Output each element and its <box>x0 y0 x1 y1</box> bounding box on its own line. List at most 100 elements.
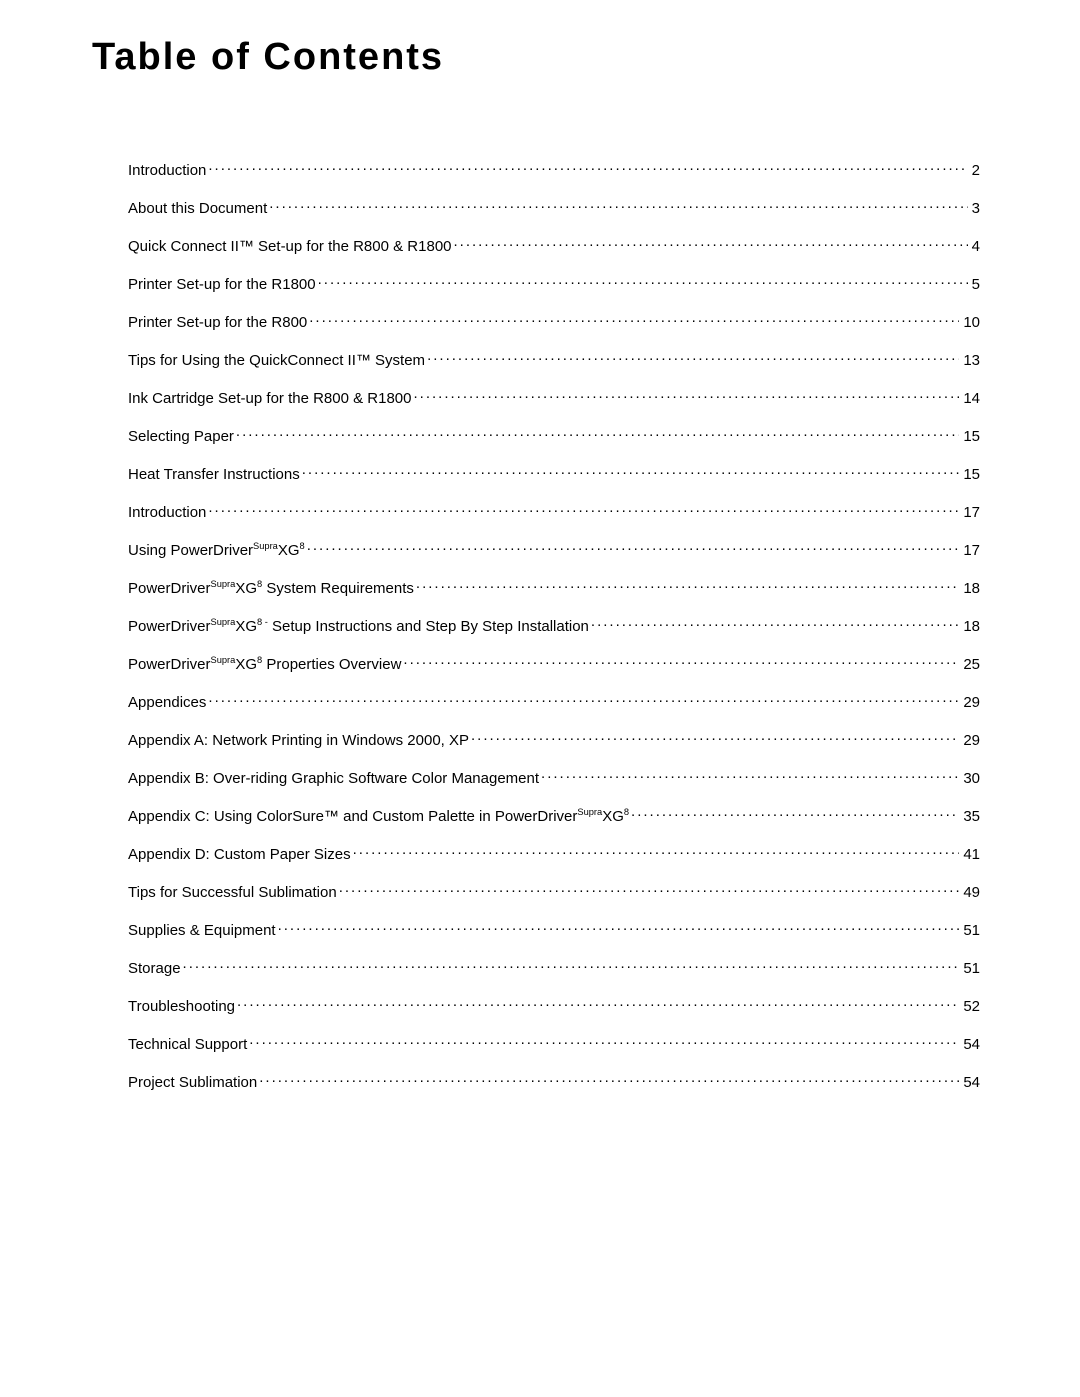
toc-leader-dots <box>309 312 959 327</box>
toc-leader-dots <box>208 160 967 175</box>
toc-entry-label: Technical Support <box>128 1036 247 1054</box>
toc-entry: Appendix A: Network Printing in Windows … <box>128 721 980 759</box>
toc-entry-page: 17 <box>961 504 980 522</box>
toc-entry-label: Selecting Paper <box>128 428 234 446</box>
toc-entry-label: Storage <box>128 960 181 978</box>
toc-entry: Quick Connect II™ Set-up for the R800 & … <box>128 227 980 265</box>
toc-entry-page: 30 <box>961 770 980 788</box>
toc-entry-label: Heat Transfer Instructions <box>128 466 300 484</box>
toc-entry: Appendix B: Over-riding Graphic Software… <box>128 759 980 797</box>
toc-entry: Using PowerDriverSupraXG8 17 <box>128 531 980 569</box>
toc-entry: Selecting Paper 15 <box>128 417 980 455</box>
toc-entry-page: 35 <box>961 808 980 826</box>
toc-entry-label: Project Sublimation <box>128 1074 257 1092</box>
toc-entry-label: Appendix A: Network Printing in Windows … <box>128 732 469 750</box>
toc-leader-dots <box>208 502 959 517</box>
toc-entry-page: 2 <box>970 162 980 180</box>
toc-leader-dots <box>353 844 960 859</box>
toc-entry-label: Introduction <box>128 162 206 180</box>
toc-leader-dots <box>471 730 959 745</box>
toc-entry-page: 18 <box>961 618 980 636</box>
toc-entry: Heat Transfer Instructions 15 <box>128 455 980 493</box>
toc-entry-label: Appendix C: Using ColorSure™ and Custom … <box>128 808 629 826</box>
toc-leader-dots <box>631 806 959 821</box>
toc-entry-page: 54 <box>961 1036 980 1054</box>
toc-entry-page: 41 <box>961 846 980 864</box>
toc-entry-page: 29 <box>961 694 980 712</box>
toc-entry-label: Ink Cartridge Set-up for the R800 & R180… <box>128 390 412 408</box>
toc-leader-dots <box>269 198 967 213</box>
toc-leader-dots <box>416 578 959 593</box>
toc-leader-dots <box>427 350 959 365</box>
toc-leader-dots <box>414 388 960 403</box>
toc-leader-dots <box>236 426 959 441</box>
toc-entry: PowerDriverSupraXG8 Properties Overview 2… <box>128 645 980 683</box>
toc-entry-label: Using PowerDriverSupraXG8 <box>128 542 305 560</box>
toc-entry: PowerDriverSupraXG8 System Requirements 1… <box>128 569 980 607</box>
toc-entry: Tips for Successful Sublimation 49 <box>128 873 980 911</box>
toc-leader-dots <box>307 540 960 555</box>
toc-entry: Appendices 29 <box>128 683 980 721</box>
document-page: Table of Contents Introduction 2 About thi… <box>0 0 1080 1397</box>
toc-entry-label: Printer Set-up for the R800 <box>128 314 307 332</box>
toc-entry-label: Printer Set-up for the R1800 <box>128 276 316 294</box>
toc-entry-page: 5 <box>970 276 980 294</box>
toc-entry: Appendix C: Using ColorSure™ and Custom … <box>128 797 980 835</box>
toc-entry-page: 51 <box>961 960 980 978</box>
toc-leader-dots <box>591 616 959 631</box>
toc-entry-label: About this Document <box>128 200 267 218</box>
toc-leader-dots <box>339 882 960 897</box>
toc-leader-dots <box>541 768 959 783</box>
toc-entry-page: 52 <box>961 998 980 1016</box>
toc-entry-label: Introduction <box>128 504 206 522</box>
toc-entry-page: 10 <box>961 314 980 332</box>
toc-entry-page: 15 <box>961 428 980 446</box>
toc-entry: Technical Support 54 <box>128 1025 980 1063</box>
toc-entry-label: Appendices <box>128 694 206 712</box>
toc-entry-label: Quick Connect II™ Set-up for the R800 & … <box>128 238 452 256</box>
toc-entry-label: PowerDriverSupraXG8 - Setup Instructions… <box>128 618 589 636</box>
toc-entry-page: 17 <box>961 542 980 560</box>
toc-entry-page: 13 <box>961 352 980 370</box>
toc-entry: Tips for Using the QuickConnect II™ Syst… <box>128 341 980 379</box>
toc-entry: About this Document 3 <box>128 189 980 227</box>
toc-entry-label: Troubleshooting <box>128 998 235 1016</box>
toc-entry: Printer Set-up for the R800 10 <box>128 303 980 341</box>
toc-entry: Ink Cartridge Set-up for the R800 & R180… <box>128 379 980 417</box>
toc-entry: Troubleshooting 52 <box>128 987 980 1025</box>
toc-entry-label: Appendix B: Over-riding Graphic Software… <box>128 770 539 788</box>
toc-entry-label: PowerDriverSupraXG8 System Requirements <box>128 580 414 598</box>
toc-entry: Storage 51 <box>128 949 980 987</box>
toc-entry-label: Tips for Using the QuickConnect II™ Syst… <box>128 352 425 370</box>
toc-entry: Introduction 2 <box>128 151 980 189</box>
toc-entry-page: 4 <box>970 238 980 256</box>
page-title: Table of Contents <box>90 36 990 79</box>
toc-entry-page: 29 <box>961 732 980 750</box>
toc-entry-page: 15 <box>961 466 980 484</box>
toc-leader-dots <box>183 958 960 973</box>
table-of-contents: Introduction 2 About this Document 3 Quick … <box>128 151 980 1101</box>
toc-entry: Introduction 17 <box>128 493 980 531</box>
toc-entry-label: Tips for Successful Sublimation <box>128 884 337 902</box>
toc-entry-page: 54 <box>961 1074 980 1092</box>
toc-leader-dots <box>302 464 960 479</box>
toc-entry: Appendix D: Custom Paper Sizes 41 <box>128 835 980 873</box>
toc-entry: Project Sublimation 54 <box>128 1063 980 1101</box>
toc-entry-page: 51 <box>961 922 980 940</box>
toc-entry-label: Appendix D: Custom Paper Sizes <box>128 846 351 864</box>
toc-entry-page: 3 <box>970 200 980 218</box>
toc-entry: PowerDriverSupraXG8 - Setup Instructions… <box>128 607 980 645</box>
toc-leader-dots <box>318 274 968 289</box>
toc-leader-dots <box>208 692 959 707</box>
toc-leader-dots <box>403 654 959 669</box>
toc-entry-page: 14 <box>961 390 980 408</box>
toc-leader-dots <box>454 236 968 251</box>
toc-entry-label: Supplies & Equipment <box>128 922 276 940</box>
toc-leader-dots <box>259 1072 959 1087</box>
toc-entry: Printer Set-up for the R1800 5 <box>128 265 980 303</box>
toc-entry-page: 25 <box>961 656 980 674</box>
toc-entry-page: 18 <box>961 580 980 598</box>
toc-entry-label: PowerDriverSupraXG8 Properties Overview <box>128 656 401 674</box>
toc-leader-dots <box>249 1034 959 1049</box>
toc-leader-dots <box>278 920 960 935</box>
